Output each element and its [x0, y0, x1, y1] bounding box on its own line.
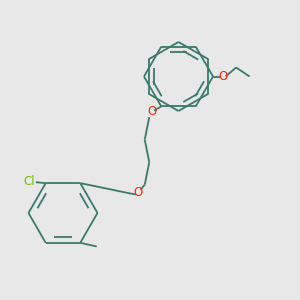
Text: O: O	[218, 70, 227, 83]
Text: O: O	[134, 186, 143, 199]
Text: Cl: Cl	[23, 175, 35, 188]
Text: O: O	[147, 105, 156, 118]
